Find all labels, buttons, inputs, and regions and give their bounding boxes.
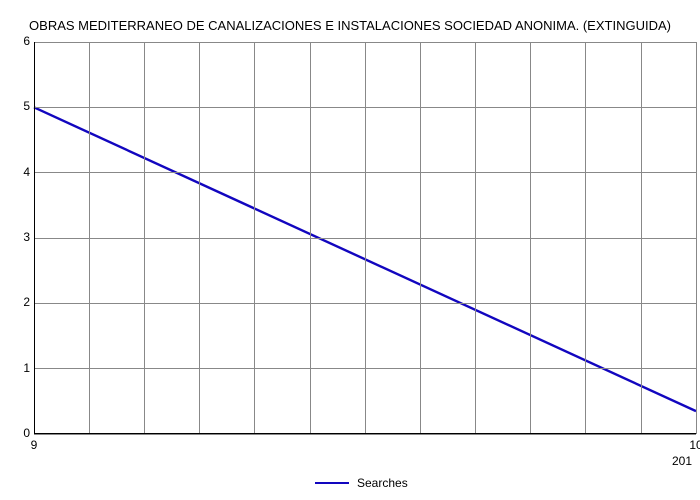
y-axis-line [34, 42, 35, 434]
grid-line-horizontal [34, 368, 696, 369]
y-tick-label: 3 [8, 230, 30, 244]
plot-area [34, 42, 696, 434]
chart-title-line1: OBRAS MEDITERRANEO DE CANALIZACIONES E I… [29, 18, 671, 33]
legend: Searches [315, 476, 408, 490]
x-tick-label: 10 [681, 438, 700, 452]
y-tick-label: 6 [8, 34, 30, 48]
y-tick-label: 2 [8, 295, 30, 309]
y-tick-label: 4 [8, 165, 30, 179]
chart-container: OBRAS MEDITERRANEO DE CANALIZACIONES E I… [0, 0, 700, 500]
y-tick-label: 5 [8, 99, 30, 113]
x-axis-line [34, 433, 696, 434]
legend-swatch [315, 482, 349, 484]
x-tick-label: 9 [19, 438, 49, 452]
grid-line-horizontal [34, 42, 696, 43]
grid-line-horizontal [34, 172, 696, 173]
grid-line-horizontal [34, 303, 696, 304]
x-axis-right-label: 201 [672, 454, 692, 468]
y-tick-label: 1 [8, 361, 30, 375]
grid-line-horizontal [34, 107, 696, 108]
legend-label: Searches [357, 476, 408, 490]
grid-line-horizontal [34, 238, 696, 239]
